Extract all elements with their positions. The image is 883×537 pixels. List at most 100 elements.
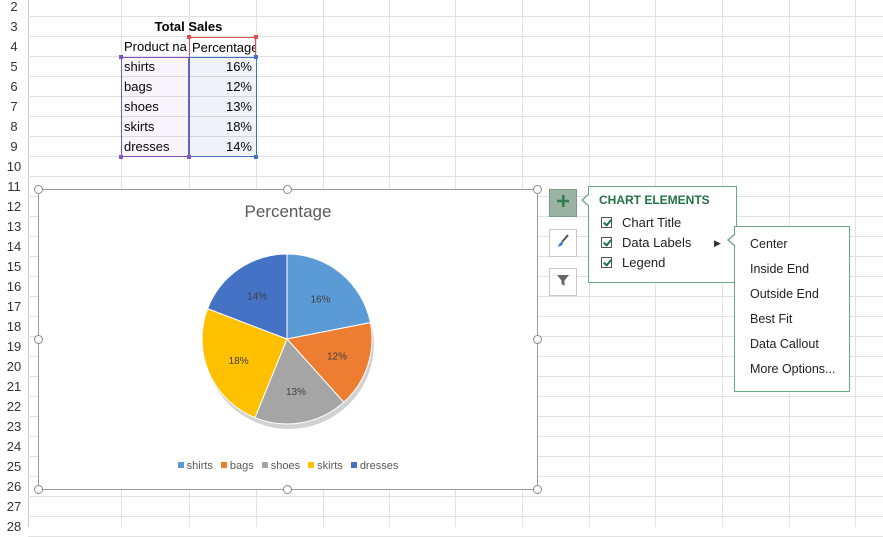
menu-item-best-fit[interactable]: Best Fit <box>750 312 793 326</box>
percentage-cell[interactable]: 12% <box>225 79 252 94</box>
row-header[interactable]: 16 <box>6 279 22 294</box>
row-header[interactable]: 14 <box>6 239 22 254</box>
chart-resize-handle[interactable] <box>533 335 542 344</box>
range-handle[interactable] <box>119 155 123 159</box>
row-header[interactable]: 8 <box>10 119 18 134</box>
row-header[interactable]: 10 <box>6 159 22 174</box>
data-label-shirts[interactable]: 16% <box>310 294 330 305</box>
row-header[interactable]: 15 <box>6 259 22 274</box>
legend-entry-shirts[interactable]: shirts <box>177 460 213 472</box>
row-header[interactable]: 5 <box>10 59 18 74</box>
product-cell[interactable]: skirts <box>124 119 155 134</box>
chart-filters-button[interactable] <box>549 268 577 296</box>
row-header[interactable]: 6 <box>10 79 18 94</box>
legend-entry-bags[interactable]: bags <box>220 460 254 472</box>
row-header[interactable]: 13 <box>6 219 22 234</box>
percentage-cell[interactable]: 16% <box>225 59 252 74</box>
menu-item-center[interactable]: Center <box>750 237 788 251</box>
data-label-bags[interactable]: 12% <box>327 352 347 363</box>
chart-resize-handle[interactable] <box>533 185 542 194</box>
chart-resize-handle[interactable] <box>34 335 43 344</box>
row-header[interactable]: 12 <box>6 199 22 214</box>
data-label-skirts[interactable]: 18% <box>229 356 249 367</box>
header-cell-product[interactable]: Product na <box>124 39 187 54</box>
data-label-shoes[interactable]: 13% <box>286 387 306 398</box>
product-range-highlight <box>121 57 189 157</box>
pie-chart[interactable]: Percentage 16% 12% 13% 18% 14% shirts bags sho… <box>38 189 538 490</box>
legend-swatch <box>261 462 268 468</box>
chart-elements-button[interactable] <box>549 189 577 217</box>
row-header[interactable]: 22 <box>6 399 22 414</box>
chart-resize-handle[interactable] <box>283 185 292 194</box>
gridline <box>28 16 883 17</box>
row-header[interactable]: 11 <box>7 179 21 194</box>
row-header[interactable]: 19 <box>6 339 22 354</box>
pie-slice-skirts[interactable] <box>201 307 288 419</box>
menu-item-data-callout[interactable]: Data Callout <box>750 337 819 351</box>
pie-slice-shoes[interactable] <box>254 338 345 425</box>
brush-icon <box>555 233 571 254</box>
menu-item-outside-end[interactable]: Outside End <box>750 287 819 301</box>
range-handle[interactable] <box>254 35 258 39</box>
range-handle[interactable] <box>254 55 258 59</box>
pie-slice-shirts[interactable] <box>286 253 371 340</box>
row-header[interactable]: 27 <box>6 499 22 514</box>
product-cell[interactable]: shirts <box>124 59 156 74</box>
chart-resize-handle[interactable] <box>533 485 542 494</box>
chart-element-data-labels[interactable]: Data Labels ▶ <box>601 234 731 252</box>
range-handle[interactable] <box>254 155 258 159</box>
data-labels-submenu: Center Inside End Outside End Best Fit D… <box>727 226 850 392</box>
gridline <box>28 516 883 517</box>
row-header[interactable]: 24 <box>6 439 22 454</box>
chart-title[interactable]: Percentage <box>244 202 332 221</box>
row-header[interactable]: 9 <box>10 139 18 154</box>
chart-element-label: Data Labels <box>622 235 692 250</box>
row-header[interactable]: 28 <box>6 519 22 534</box>
product-cell[interactable]: dresses <box>124 139 170 154</box>
row-header[interactable]: 2 <box>10 0 18 14</box>
row-header[interactable]: 7 <box>10 99 18 114</box>
range-handle[interactable] <box>119 55 123 59</box>
caret-right-icon[interactable]: ▶ <box>714 238 721 248</box>
gridline <box>28 176 883 177</box>
menu-item-inside-end[interactable]: Inside End <box>750 262 810 276</box>
percentage-cell[interactable]: 18% <box>225 119 252 134</box>
row-header[interactable]: 25 <box>6 459 22 474</box>
legend-entry-skirts[interactable]: skirts <box>308 460 343 472</box>
menu-item-more-options[interactable]: More Options... <box>750 362 836 376</box>
pie-slice-bags[interactable] <box>286 322 373 403</box>
checkbox-checked-icon[interactable] <box>601 257 612 268</box>
checkbox-checked-icon[interactable] <box>601 217 612 228</box>
table-title-cell[interactable]: Total Sales <box>154 19 223 34</box>
chart-resize-handle[interactable] <box>34 185 43 194</box>
checkbox-checked-icon[interactable] <box>601 237 612 248</box>
data-label-dresses[interactable]: 14% <box>247 292 267 303</box>
row-header[interactable]: 23 <box>6 419 22 434</box>
row-header[interactable]: 17 <box>6 299 22 314</box>
row-header[interactable]: 20 <box>6 359 22 374</box>
row-header[interactable]: 3 <box>10 19 18 34</box>
legend-entry-dresses[interactable]: dresses <box>350 460 399 472</box>
product-cell[interactable]: bags <box>124 79 153 94</box>
row-header[interactable]: 26 <box>6 479 22 494</box>
legend-entry-shoes[interactable]: shoes <box>261 460 300 472</box>
legend-label: shirts <box>186 460 213 472</box>
chart-resize-handle[interactable] <box>34 485 43 494</box>
chart-element-chart-title[interactable]: Chart Title <box>601 214 681 232</box>
chart-legend[interactable]: shirts bags shoes skirts dresses <box>39 460 537 472</box>
pie-plot[interactable]: 16% 12% 13% 18% 14% <box>39 190 537 450</box>
range-handle[interactable] <box>187 35 191 39</box>
row-header[interactable]: 4 <box>10 39 18 54</box>
pie-slice-dresses[interactable] <box>206 253 288 340</box>
percentage-cell[interactable]: 13% <box>225 99 252 114</box>
chart-styles-button[interactable] <box>549 229 577 257</box>
row-header[interactable]: 21 <box>6 379 22 394</box>
chart-resize-handle[interactable] <box>283 485 292 494</box>
chart-element-legend[interactable]: Legend <box>601 254 665 272</box>
product-cell[interactable]: shoes <box>124 99 159 114</box>
header-cell-percentage[interactable]: Percentage <box>189 37 256 58</box>
range-handle[interactable] <box>187 155 191 159</box>
percentage-cell[interactable]: 14% <box>225 139 252 154</box>
legend-label: dresses <box>359 460 399 472</box>
row-header[interactable]: 18 <box>6 319 22 334</box>
